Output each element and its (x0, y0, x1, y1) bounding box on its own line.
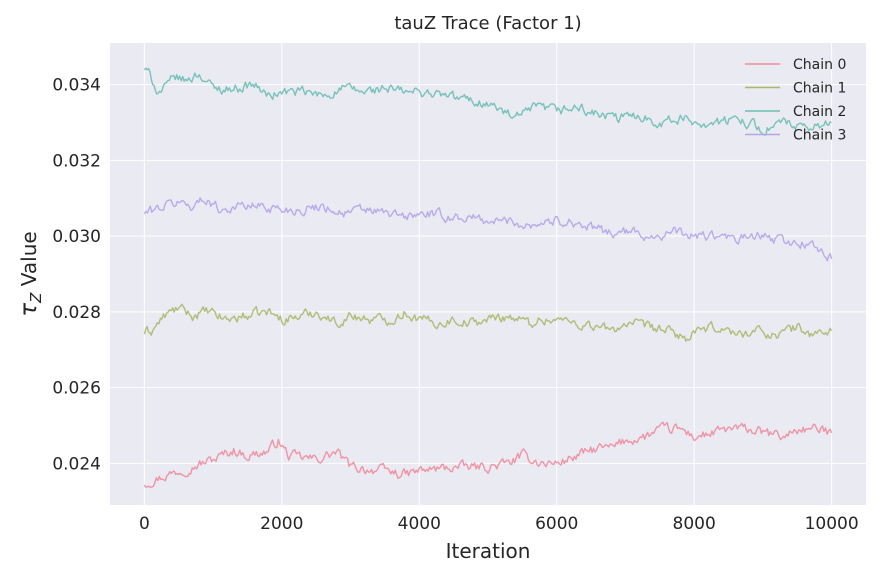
legend-label: Chain 3 (793, 128, 846, 144)
y-tick-label: 0.030 (52, 227, 101, 247)
legend: Chain 0 Chain 1 Chain 2 Chain 3 (745, 57, 846, 144)
y-tick-labels: 0.024 0.026 0.028 0.030 0.032 0.034 (52, 76, 101, 475)
y-axis-label-suffix: Value (17, 231, 41, 292)
y-axis-label-subscript: Z (27, 292, 45, 304)
series-line-chain-2 (143, 67, 832, 136)
plot-area (110, 43, 866, 505)
legend-label: Chain 2 (793, 104, 846, 120)
y-tick-label: 0.028 (52, 303, 101, 323)
y-tick-label: 0.032 (52, 151, 101, 171)
x-tick-label: 6000 (535, 514, 578, 534)
x-tick-label: 10000 (805, 514, 859, 534)
legend-label: Chain 1 (793, 81, 846, 97)
y-tick-label: 0.026 (52, 379, 101, 399)
y-tick-label: 0.024 (52, 454, 101, 474)
series-layer (143, 67, 833, 489)
grid-lines (110, 43, 866, 505)
x-tick-labels: 0 2000 4000 6000 8000 10000 (139, 514, 859, 534)
x-axis-label: Iteration (446, 539, 531, 563)
x-tick-label: 4000 (398, 514, 441, 534)
legend-label: Chain 0 (793, 57, 846, 73)
series-line-chain-1 (143, 303, 833, 342)
series-line-chain-0 (143, 421, 833, 489)
x-tick-label: 2000 (260, 514, 303, 534)
y-axis-label-symbol: τ (16, 303, 42, 317)
x-tick-label: 0 (139, 514, 150, 534)
chart-title: tauZ Trace (Factor 1) (394, 13, 581, 34)
series-line-chain-3 (143, 197, 833, 262)
x-tick-label: 8000 (673, 514, 716, 534)
y-tick-label: 0.034 (52, 76, 101, 96)
y-axis-label: τZ Value (16, 231, 45, 316)
